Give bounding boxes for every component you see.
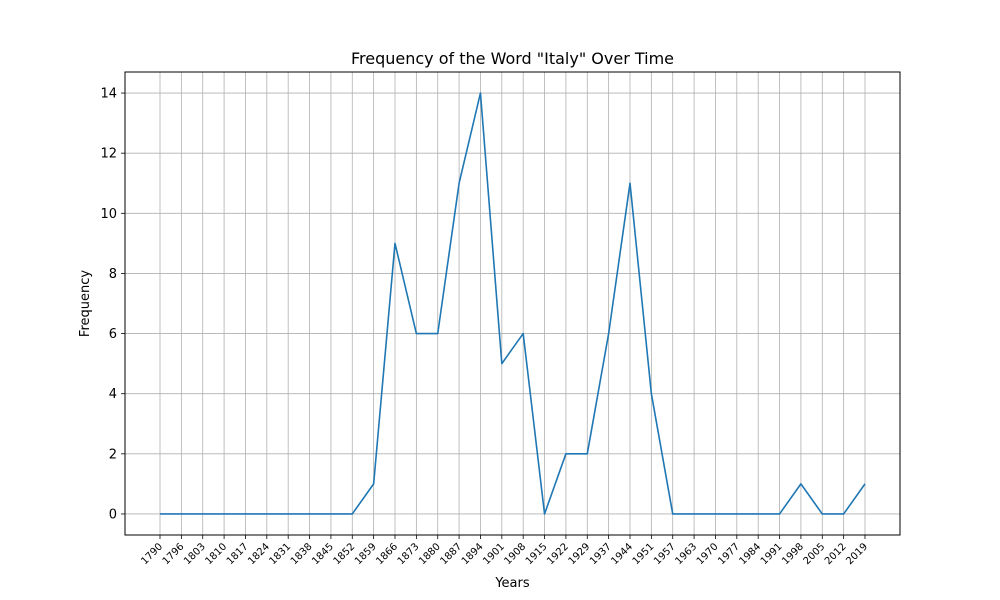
- y-tick-label: 6: [109, 327, 117, 342]
- plot-frame: [124, 71, 901, 536]
- y-tick-label: 14: [100, 87, 117, 102]
- y-tick-label: 10: [100, 207, 117, 222]
- chart-title: Frequency of the Word "Italy" Over Time: [351, 49, 674, 68]
- x-axis-label: Years: [494, 576, 530, 591]
- y-tick-label: 12: [100, 147, 117, 162]
- y-axis: 0 2 4 6 8 10 12 14: [100, 87, 125, 522]
- y-tick-label: 8: [109, 267, 117, 282]
- y-tick-label: 0: [109, 507, 117, 522]
- y-tick-label: 2: [109, 447, 117, 462]
- series-layer: [159, 92, 866, 515]
- y-tick-label: 4: [109, 387, 117, 402]
- grid: [125, 72, 900, 535]
- y-axis-label: Frequency: [78, 270, 93, 337]
- series-line: [160, 92, 866, 515]
